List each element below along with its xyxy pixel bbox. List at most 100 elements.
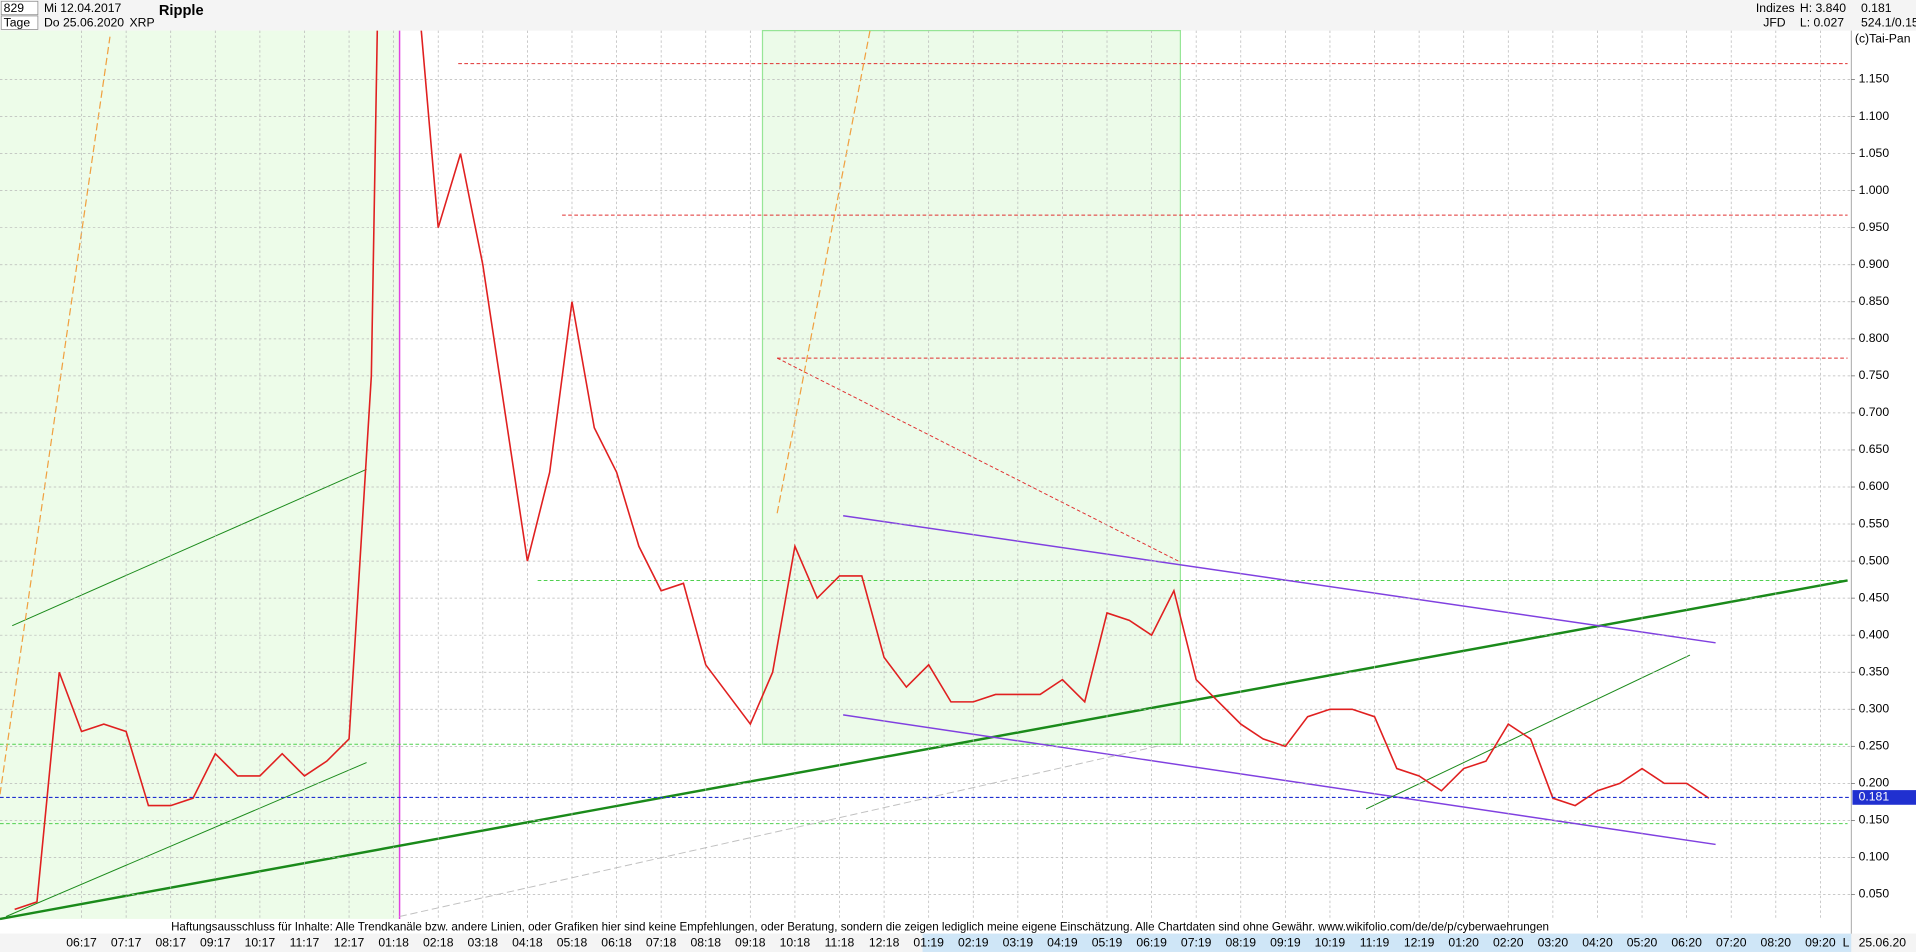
y-tick-label: 0.800	[1859, 331, 1890, 345]
x-tick-label: 09:18	[735, 936, 766, 950]
zone	[0, 30, 400, 919]
y-tick-label: 0.150	[1859, 813, 1890, 827]
y-tick-label: 0.750	[1859, 368, 1890, 382]
last-price-box	[1852, 790, 1916, 805]
x-tick-label: 10:17	[245, 936, 276, 950]
trend-line	[399, 744, 1161, 917]
y-tick-label: 0.300	[1859, 701, 1890, 715]
x-tick-label: 04:19	[1047, 936, 1078, 950]
x-tick-label: 05:19	[1092, 936, 1123, 950]
x-tick-label: 01:18	[378, 936, 409, 950]
x-tick-label: 02:19	[958, 936, 989, 950]
x-tick-label: 08:17	[155, 936, 186, 950]
header-bar	[0, 0, 1916, 31]
chart-title: Ripple	[159, 3, 204, 19]
period-box[interactable]	[0, 15, 39, 30]
date-right: 25.06.20	[1859, 936, 1907, 950]
x-tick-label: 11:17	[290, 936, 320, 950]
x-tick-label: 12:17	[334, 936, 365, 950]
x-tick-label: 01:19	[913, 936, 944, 950]
x-tick-label: 11:18	[825, 936, 855, 950]
x-axis-highlight	[922, 933, 1852, 952]
y-tick-label: 0.900	[1859, 257, 1890, 271]
symbol: XRP	[130, 15, 155, 29]
high: H: 3.840	[1800, 1, 1846, 15]
y-tick-label: 1.000	[1859, 183, 1890, 197]
y-tick-label: 0.500	[1859, 553, 1890, 567]
group: Indizes	[1756, 1, 1795, 15]
fan-line	[0, 36, 111, 795]
x-tick-label: 04:18	[512, 936, 543, 950]
x-tick-label: 04:20	[1582, 936, 1613, 950]
x-tick-label: 07:19	[1181, 936, 1212, 950]
y-tick-label: 0.950	[1859, 220, 1890, 234]
trend-line	[0, 579, 1848, 921]
broker: JFD	[1763, 15, 1786, 29]
x-tick-label: 05:20	[1627, 936, 1658, 950]
x-tick-label: 12:18	[869, 936, 900, 950]
last-price: 0.181	[1861, 1, 1892, 15]
trend-line	[776, 357, 1181, 563]
x-tick-label: 06:19	[1136, 936, 1167, 950]
period: Tage	[4, 15, 31, 29]
id-box[interactable]	[0, 0, 39, 16]
x-tick-label: 06:20	[1671, 936, 1702, 950]
to-date: Do 25.06.2020	[44, 15, 124, 29]
trend-line	[5, 762, 367, 917]
zone	[761, 29, 1182, 745]
x-tick-label: 07:20	[1716, 936, 1747, 950]
low: L: 0.027	[1800, 15, 1844, 29]
y-tick-label: 0.100	[1859, 850, 1890, 864]
x-tick-label: 01:20	[1448, 936, 1479, 950]
x-tick-label: 03:20	[1538, 936, 1569, 950]
x-tick-label: 02:18	[423, 936, 454, 950]
x-tick-label: 07:17	[111, 936, 142, 950]
y-tick-label: 0.200	[1859, 776, 1890, 790]
x-tick-label: 06:17	[66, 936, 97, 950]
y-tick-label: 0.550	[1859, 516, 1890, 530]
x-tick-label: 09:17	[200, 936, 231, 950]
x-tick-label: 08:18	[690, 936, 721, 950]
y-tick-label: 1.150	[1859, 72, 1890, 86]
x-tick-label: 12:19	[1404, 936, 1435, 950]
price-line	[14, 30, 1710, 911]
plot	[14, 30, 1710, 911]
y-tick-label: 0.400	[1859, 627, 1890, 641]
ratio: 524.1/0.15	[1861, 15, 1916, 29]
y-tick-label: 0.700	[1859, 405, 1890, 419]
y-tick-label: 0.600	[1859, 479, 1890, 493]
y-tick-label: 1.100	[1859, 109, 1890, 123]
x-tick-label: 03:18	[468, 936, 499, 950]
x-tick-label: 10:19	[1315, 936, 1346, 950]
mode: L	[1843, 936, 1850, 950]
x-tick-label: 09:20	[1805, 936, 1836, 950]
id: 829	[4, 1, 25, 15]
last-price-label: 0.181	[1859, 790, 1890, 804]
x-tick-label: 11:19	[1360, 936, 1390, 950]
x-tick-label: 05:18	[557, 936, 588, 950]
fan-line	[776, 30, 871, 514]
trend-line	[1365, 654, 1691, 810]
y-tick-label: 0.050	[1859, 887, 1890, 901]
channel-line	[843, 514, 1716, 644]
from-date: Mi 12.04.2017	[44, 1, 122, 15]
x-tick-label: 08:19	[1226, 936, 1257, 950]
x-tick-label: 03:19	[1003, 936, 1034, 950]
copyright: (c)Tai-Pan	[1855, 31, 1911, 45]
y-tick-label: 0.250	[1859, 739, 1890, 753]
channel-line	[843, 714, 1716, 846]
x-tick-label: 08:20	[1761, 936, 1792, 950]
y-tick-label: 1.050	[1859, 146, 1890, 160]
annotations	[0, 29, 1848, 921]
x-tick-label: 02:20	[1493, 936, 1524, 950]
y-tick-label: 0.650	[1859, 442, 1890, 456]
x-tick-label: 06:18	[601, 936, 632, 950]
disclaimer: Haftungsausschluss für Inhalte: Alle Tre…	[171, 921, 1549, 934]
x-tick-label: 10:18	[780, 936, 811, 950]
trend-line	[12, 468, 367, 627]
x-tick-label: 09:19	[1270, 936, 1301, 950]
y-tick-label: 0.450	[1859, 590, 1890, 604]
x-tick-label: 07:18	[646, 936, 677, 950]
y-tick-label: 0.850	[1859, 294, 1890, 308]
